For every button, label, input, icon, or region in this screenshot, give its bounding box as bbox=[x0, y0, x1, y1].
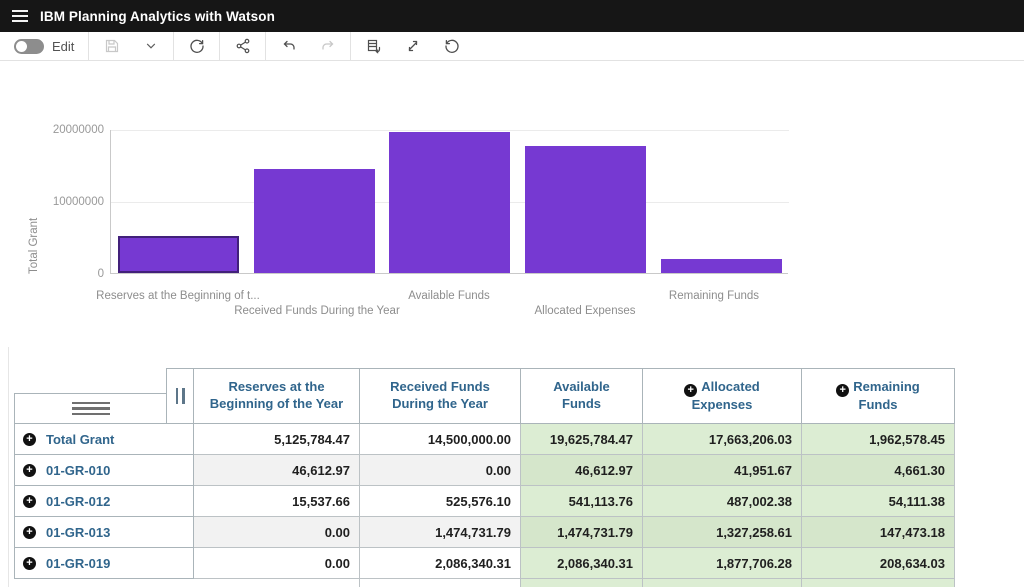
plot-area bbox=[110, 129, 789, 274]
table-cell[interactable]: 1,474,731.79 bbox=[521, 517, 643, 548]
row-header-01-gr-013[interactable]: +01-GR-013 bbox=[14, 517, 194, 548]
table-cell[interactable]: 1,474,731.79 bbox=[360, 517, 521, 548]
expand-icon[interactable]: + bbox=[23, 556, 36, 570]
x-axis-label: Received Funds During the Year bbox=[234, 305, 400, 317]
pause-recalculation-button[interactable] bbox=[166, 368, 194, 424]
table-cell[interactable]: 0.00 bbox=[194, 517, 360, 548]
table-cell[interactable]: 46,612.97 bbox=[194, 455, 360, 486]
table-cell[interactable]: 1,877,706.28 bbox=[643, 548, 802, 579]
row-header-01-gr-012[interactable]: +01-GR-012 bbox=[14, 486, 194, 517]
expand-icon[interactable]: + bbox=[23, 494, 36, 508]
toolbar-separator bbox=[173, 32, 175, 60]
table-cell[interactable]: 487,002.38 bbox=[643, 486, 802, 517]
expand-icon[interactable]: + bbox=[836, 383, 850, 397]
expand-icon[interactable]: + bbox=[23, 463, 36, 477]
bar-reserves[interactable] bbox=[118, 236, 240, 273]
toolbar-separator bbox=[219, 32, 221, 60]
table-cell[interactable]: 54,111.38 bbox=[802, 486, 955, 517]
gridline bbox=[111, 130, 789, 131]
y-axis-tick: 20000000 bbox=[52, 124, 104, 136]
data-grid-widget: Reserves at the Beginning of the Year Re… bbox=[14, 368, 955, 587]
x-axis-label: Available Funds bbox=[408, 290, 490, 302]
export-data-icon[interactable] bbox=[365, 38, 382, 55]
table-row-partial bbox=[14, 579, 955, 587]
toolbar-separator bbox=[88, 32, 90, 60]
bar-allocated-expenses[interactable] bbox=[525, 146, 647, 273]
refresh-icon[interactable] bbox=[188, 38, 205, 55]
table-cell[interactable]: 1,962,578.45 bbox=[802, 424, 955, 455]
toolbar: Edit bbox=[0, 32, 1024, 61]
table-header-row: Reserves at the Beginning of the Year Re… bbox=[14, 368, 955, 424]
x-axis-label: Remaining Funds bbox=[668, 290, 760, 302]
toolbar-separator bbox=[265, 32, 267, 60]
table-cell[interactable]: 14,500,000.00 bbox=[360, 424, 521, 455]
column-header-remaining-funds[interactable]: + Remaining Funds bbox=[802, 368, 955, 424]
rows-icon bbox=[71, 401, 110, 416]
x-axis-label: Allocated Expenses bbox=[534, 305, 636, 317]
bar-remaining-funds[interactable] bbox=[660, 259, 782, 273]
column-header-received-funds[interactable]: Received Funds During the Year bbox=[360, 368, 521, 424]
table-cell[interactable]: 2,086,340.31 bbox=[360, 548, 521, 579]
table-cell[interactable]: 541,113.76 bbox=[521, 486, 643, 517]
column-header-available-funds[interactable]: Available Funds bbox=[521, 368, 643, 424]
table-row: +01-GR-010 46,612.97 0.00 46,612.97 41,9… bbox=[14, 455, 955, 486]
y-axis-tick: 0 bbox=[97, 268, 104, 280]
x-axis-label: Reserves at the Beginning of t... bbox=[96, 290, 260, 302]
expand-icon[interactable]: + bbox=[23, 525, 36, 539]
maximize-icon[interactable] bbox=[404, 38, 421, 55]
row-header-total-grant[interactable]: + Total Grant bbox=[14, 424, 194, 455]
expand-icon[interactable]: + bbox=[23, 432, 36, 446]
hamburger-menu-icon[interactable] bbox=[0, 0, 40, 32]
edit-toggle-label: Edit bbox=[52, 38, 75, 54]
save-icon[interactable] bbox=[103, 38, 120, 55]
redo-icon[interactable] bbox=[319, 38, 336, 55]
share-icon[interactable] bbox=[234, 38, 251, 55]
table-cell[interactable]: 0.00 bbox=[360, 455, 521, 486]
table-row: +01-GR-019 0.00 2,086,340.31 2,086,340.3… bbox=[14, 548, 955, 579]
table-cell[interactable]: 525,576.10 bbox=[360, 486, 521, 517]
corner-cell bbox=[14, 368, 166, 424]
reset-icon[interactable] bbox=[443, 38, 460, 55]
pause-icon bbox=[175, 388, 185, 404]
table-cell[interactable]: 147,473.18 bbox=[802, 517, 955, 548]
bar-available-funds[interactable] bbox=[389, 132, 511, 273]
table-cell[interactable]: 17,663,206.03 bbox=[643, 424, 802, 455]
undo-icon[interactable] bbox=[280, 38, 297, 55]
table-row: + Total Grant 5,125,784.47 14,500,000.00 … bbox=[14, 424, 955, 455]
column-header-reserves[interactable]: Reserves at the Beginning of the Year bbox=[194, 368, 360, 424]
table-row: +01-GR-012 15,537.66 525,576.10 541,113.… bbox=[14, 486, 955, 517]
edit-toggle[interactable] bbox=[14, 38, 44, 54]
app-header: IBM Planning Analytics with Watson bbox=[0, 0, 1024, 32]
app-title: IBM Planning Analytics with Watson bbox=[40, 8, 275, 24]
table-cell[interactable]: 5,125,784.47 bbox=[194, 424, 360, 455]
toolbar-separator bbox=[350, 32, 352, 60]
table-cell[interactable]: 15,537.66 bbox=[194, 486, 360, 517]
table-cell[interactable]: 1,327,258.61 bbox=[643, 517, 802, 548]
chevron-down-icon[interactable] bbox=[142, 38, 159, 55]
table-row: +01-GR-013 0.00 1,474,731.79 1,474,731.7… bbox=[14, 517, 955, 548]
bar-received-funds[interactable] bbox=[253, 169, 375, 273]
table-cell[interactable]: 19,625,784.47 bbox=[521, 424, 643, 455]
bar-series bbox=[111, 129, 789, 273]
column-header-allocated-expenses[interactable]: + Allocated Expenses bbox=[643, 368, 802, 424]
table-cell[interactable]: 41,951.67 bbox=[643, 455, 802, 486]
bar-chart-widget: Total Grant 20000000 10000000 0 Reserves… bbox=[0, 62, 1024, 347]
row-header-01-gr-010[interactable]: +01-GR-010 bbox=[14, 455, 194, 486]
row-header-01-gr-019[interactable]: +01-GR-019 bbox=[14, 548, 194, 579]
table-cell[interactable]: 46,612.97 bbox=[521, 455, 643, 486]
expand-icon[interactable]: + bbox=[684, 383, 698, 397]
table-cell[interactable]: 4,661.30 bbox=[802, 455, 955, 486]
row-dimension-button[interactable] bbox=[14, 393, 166, 424]
table-cell[interactable]: 208,634.03 bbox=[802, 548, 955, 579]
y-axis-tick: 10000000 bbox=[52, 196, 104, 208]
table-cell[interactable]: 2,086,340.31 bbox=[521, 548, 643, 579]
table-cell[interactable]: 0.00 bbox=[194, 548, 360, 579]
